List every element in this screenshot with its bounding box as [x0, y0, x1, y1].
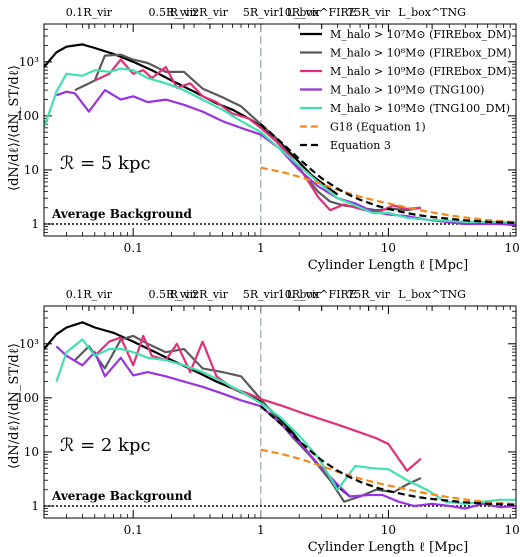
- x-axis-label: Cylinder Length ℓ [Mpc]: [308, 258, 469, 273]
- background-label: Average Background: [51, 207, 192, 221]
- top-axis-label: 75R_vir: [347, 6, 391, 19]
- background-label: Average Background: [51, 489, 192, 503]
- top-axis-label: 0.5R_vir: [148, 6, 195, 19]
- top-axis-label: 5R_vir: [243, 6, 280, 19]
- x-tick-label: 100: [505, 523, 520, 537]
- legend-label: M_halo > 10⁸M⊙ (FIREbox_DM): [330, 47, 511, 60]
- top-axis-label: 0.5R_vir: [148, 288, 195, 301]
- legend-label: M_halo > 10⁹M⊙ (FIREbox_DM): [330, 65, 511, 78]
- y-tick-label: 10³: [19, 55, 39, 69]
- legend-label: M_halo > 10⁹M⊙ (TNG100): [330, 84, 484, 97]
- legend-label: Equation 3: [330, 139, 391, 152]
- x-tick-label: 1: [257, 241, 265, 255]
- chart-panel: 0.1 1 10 100 1 10 100 10³ 0.1R_vir 0.5R_virR_vir2…: [16, 288, 520, 537]
- top-axis-label: L_box^TNG: [398, 288, 466, 301]
- x-tick-label: 10: [381, 523, 396, 537]
- top-axis-label: 5R_vir: [243, 288, 280, 301]
- series-line: [74, 334, 422, 503]
- top-axis-label: 0.1R_vir: [66, 288, 113, 301]
- y-tick-label: 10: [24, 445, 39, 459]
- panel-label: ℛ = 2 kpc: [60, 435, 151, 456]
- series-line: [94, 58, 422, 215]
- y-tick-label: 100: [16, 391, 39, 405]
- series-line: [260, 123, 516, 224]
- top-axis-label: L_box^TNG: [398, 6, 466, 19]
- legend-label: M_halo > 10⁹M⊙ (TNG100_DM): [330, 102, 510, 115]
- top-axis-label: R_vir: [170, 288, 200, 301]
- series-group: [44, 43, 516, 227]
- top-axis-label: L_box^FIRE: [287, 288, 357, 301]
- plot-frame: [43, 23, 517, 237]
- top-axis-label: 10R_vir: [278, 288, 322, 301]
- series-line: [260, 448, 516, 506]
- top-axis-label: 2R_vir: [192, 6, 229, 19]
- top-axis-label: 0.1R_vir: [66, 6, 113, 19]
- panel-label: ℛ = 5 kpc: [60, 153, 151, 174]
- y-tick-label: 10³: [19, 337, 39, 351]
- series-line: [44, 67, 516, 224]
- top-axis-label: 75R_vir: [347, 288, 391, 301]
- y-tick-label: 1: [31, 499, 39, 513]
- x-tick-label: 10: [381, 241, 396, 255]
- chart-panel: 0.1 1 10 100 1 10 100 10³ 0.1R_vir 0.5R_virR_vir2…: [16, 6, 520, 255]
- x-axis-label: Cylinder Length ℓ [Mpc]: [308, 540, 469, 555]
- top-axis-label: 2R_vir: [192, 288, 229, 301]
- x-tick-label: 0.1: [124, 241, 143, 255]
- series-line: [44, 321, 351, 498]
- series-line: [260, 166, 516, 224]
- series-line: [260, 405, 516, 506]
- x-tick-label: 1: [257, 523, 265, 537]
- x-tick-label: 0.1: [124, 523, 143, 537]
- y-axis-label: ⟨dN/dℓ⟩/⟨dN_ST/dℓ⟩: [7, 65, 22, 191]
- y-axis-label: ⟨dN/dℓ⟩/⟨dN_ST/dℓ⟩: [7, 343, 22, 469]
- legend: M_halo > 10⁷M⊙ (FIREbox_DM) M_halo > 10⁸M…: [300, 28, 511, 152]
- plot-frame: [43, 305, 517, 519]
- legend-label: M_halo > 10⁷M⊙ (FIREbox_DM): [330, 28, 511, 41]
- series-group: [44, 321, 516, 510]
- legend-label: G18 (Equation 1): [330, 121, 426, 134]
- x-tick-label: 100: [505, 241, 520, 255]
- y-tick-label: 1: [31, 217, 39, 231]
- top-axis-label: 10R_vir: [278, 6, 322, 19]
- top-axis-label: R_vir: [170, 6, 200, 19]
- top-axis-label: L_box^FIRE: [287, 6, 357, 19]
- y-tick-label: 10: [24, 163, 39, 177]
- y-tick-label: 100: [16, 109, 39, 123]
